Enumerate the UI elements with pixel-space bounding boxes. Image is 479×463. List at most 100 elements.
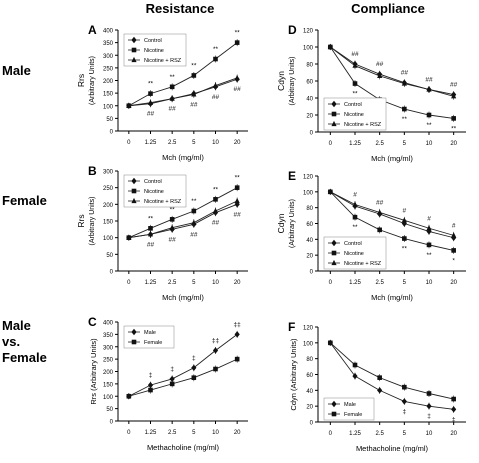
significance-mark: ** (402, 246, 408, 253)
panel-letter: E (288, 169, 296, 183)
y-tick-label: 250 (103, 358, 114, 364)
chart-panel-d: D 0 20 40 60 80 100 120 0 1.25 2.5 5 10 20 Mch (mg/ml)… (276, 23, 466, 163)
significance-mark: ## (401, 70, 409, 77)
panel-letter: F (288, 320, 295, 334)
legend-label: Female (144, 340, 162, 346)
legend-marker (331, 120, 337, 127)
legend-label: Female (344, 412, 362, 418)
data-point (426, 225, 432, 231)
panel-letter: A (88, 23, 97, 37)
significance-mark: ‡ (170, 366, 174, 373)
legend-marker (131, 56, 137, 63)
significance-mark: ## (212, 94, 220, 101)
significance-mark: # (403, 207, 407, 214)
y-tick-label: 350 (103, 41, 114, 47)
data-point (191, 91, 197, 97)
x-axis-label: Mch (mg/ml) (371, 154, 413, 163)
x-tick-label: 10 (212, 280, 219, 286)
significance-mark: # (452, 222, 456, 229)
data-point (377, 227, 382, 233)
significance-mark: ** (170, 206, 176, 213)
data-point (191, 208, 197, 214)
x-tick-label: 10 (212, 430, 219, 436)
data-point (402, 106, 407, 112)
data-point (327, 188, 333, 194)
data-point (401, 217, 407, 223)
x-tick-label: 10 (426, 141, 433, 147)
legend-marker (331, 111, 337, 117)
row-label-male-text: Male (2, 63, 31, 78)
data-point (126, 234, 132, 240)
legend: Control Nicotine Nicotine + RSZ (123, 174, 187, 208)
legend-marker (331, 259, 337, 266)
significance-mark: ** (352, 224, 358, 231)
y-tick-label: 200 (103, 79, 114, 85)
data-point (169, 84, 175, 90)
data-point (352, 362, 358, 368)
y-tick-label: 20 (306, 114, 313, 120)
significance-mark: ## (147, 241, 155, 248)
series-line (128, 334, 238, 397)
data-point (169, 95, 175, 101)
significance-mark: ## (425, 77, 433, 84)
y-tick-label: 80 (306, 63, 313, 69)
legend-label: Nicotine + RSZ (344, 261, 382, 267)
legend-marker (331, 250, 337, 256)
x-tick-label: 10 (426, 431, 433, 437)
data-point (426, 391, 432, 396)
significance-mark: ## (376, 61, 384, 68)
y-tick-label: 60 (306, 222, 313, 228)
significance-mark: ## (212, 220, 220, 227)
significance-mark: ## (351, 51, 359, 58)
y-tick-label: 40 (306, 238, 313, 244)
y-tick-label: 50 (106, 253, 113, 259)
y-tick-label: 40 (306, 389, 313, 395)
significance-mark: # (353, 192, 357, 199)
data-point (401, 80, 407, 86)
legend-label: Control (144, 38, 162, 44)
data-point (212, 82, 219, 88)
x-tick-label: 2.5 (375, 280, 384, 286)
column-header-resistance: Resistance (146, 1, 215, 16)
legend-label: Nicotine + RSZ (144, 58, 182, 64)
y-tick-label: 20 (306, 405, 313, 411)
significance-mark: # (427, 215, 431, 222)
y-tick-label: 100 (303, 190, 314, 196)
data-point (352, 62, 358, 68)
x-tick-label: 10 (212, 140, 219, 146)
column-header-compliance: Compliance (351, 1, 425, 16)
data-point (377, 209, 383, 215)
row-label-line-3: Female (2, 350, 47, 365)
y-tick-label: 400 (103, 321, 114, 327)
significance-mark: ‡ (403, 408, 407, 415)
x-tick-label: 0 (329, 141, 333, 147)
x-tick-label: 20 (450, 280, 457, 286)
significance-mark: ‡ (452, 416, 456, 423)
significance-mark: ## (147, 111, 155, 118)
series-line (128, 187, 238, 239)
y-tick-label: 100 (103, 395, 114, 401)
x-tick-label: 2.5 (375, 141, 384, 147)
y-tick-label: 100 (103, 236, 114, 242)
significance-mark: ** (170, 74, 176, 81)
legend-marker (331, 411, 337, 417)
x-tick-label: 0 (329, 280, 333, 286)
data-point (234, 74, 240, 81)
x-tick-label: 0 (329, 431, 333, 437)
x-tick-label: 5 (192, 140, 196, 146)
series-line (330, 191, 454, 239)
y-tick-label: 300 (103, 170, 114, 176)
series-line (128, 203, 238, 239)
data-point (451, 406, 457, 413)
significance-mark: ** (191, 62, 197, 69)
x-tick-label: 5 (403, 141, 407, 147)
panel-letter: D (288, 23, 297, 37)
data-point (213, 197, 218, 202)
x-axis-label: Mch (mg/ml) (371, 293, 413, 302)
legend-label: Control (344, 102, 362, 108)
row-label-male-vs-female: Male vs. Female (2, 318, 47, 365)
chart-panel-c: C 0 50 100 150 200 250 300 350 400 0 1.25 2.5 5 10 20 Me… (88, 315, 248, 452)
significance-mark: ** (191, 198, 197, 205)
significance-mark: ** (213, 186, 219, 193)
significance-mark: ## (190, 231, 198, 238)
